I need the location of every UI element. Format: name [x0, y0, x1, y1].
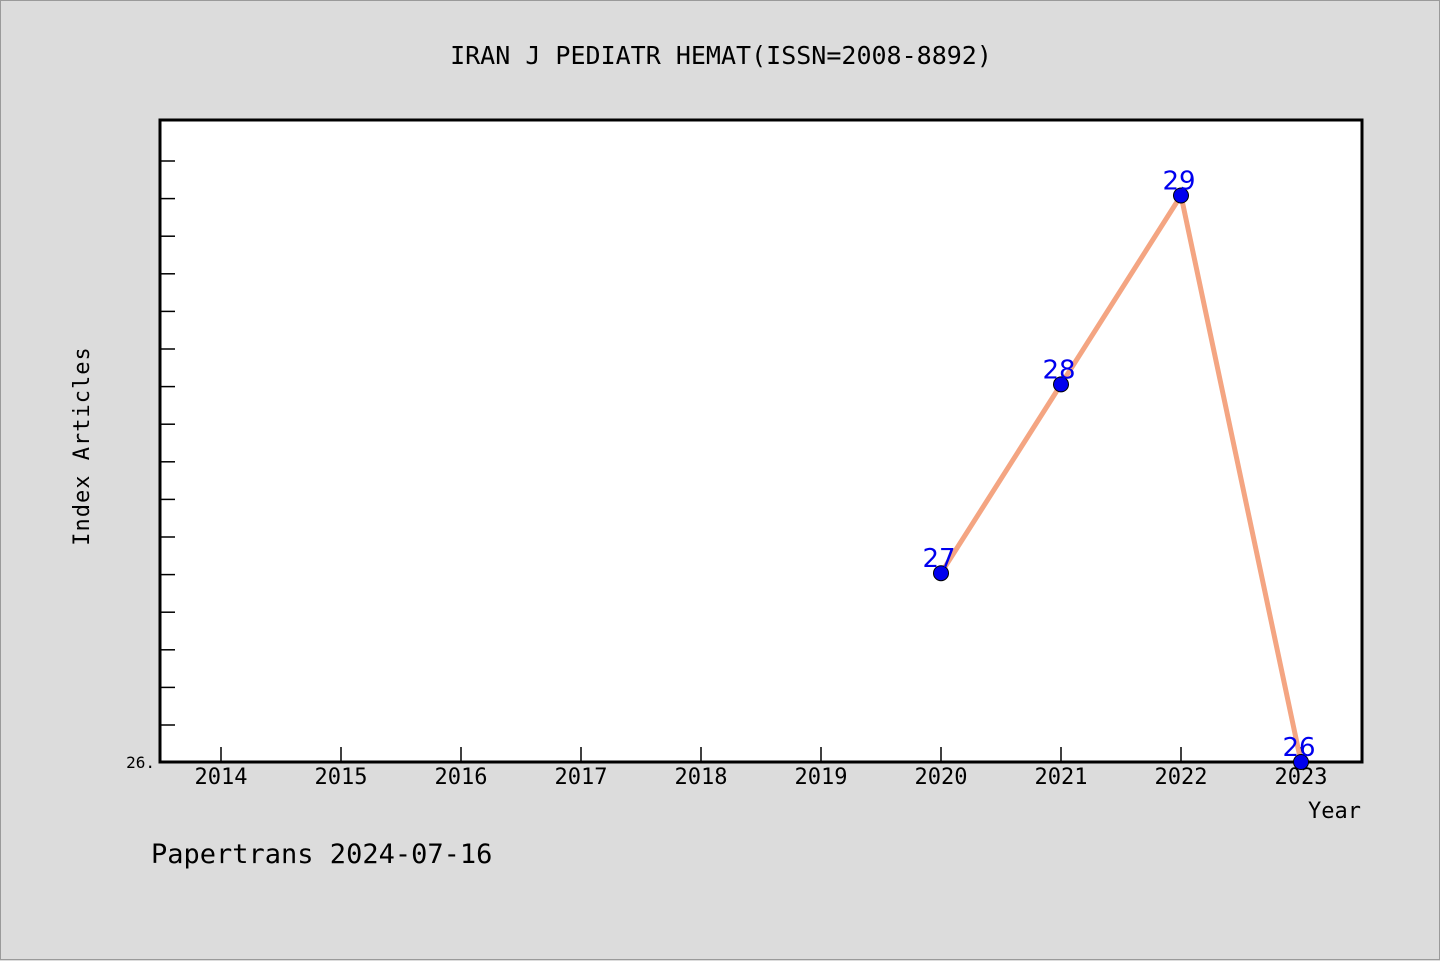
data-label: 27 [922, 544, 955, 574]
data-label: 29 [1162, 167, 1195, 197]
y-axis-ticks [160, 160, 175, 726]
x-axis-tick-label: 2014 [195, 765, 248, 790]
data-point [1293, 754, 1309, 770]
y-axis-label: Index Articles [70, 346, 95, 545]
x-axis-tick-label: 2021 [1035, 765, 1088, 790]
footer-credit: Papertrans 2024-07-16 [151, 839, 492, 870]
x-axis-tick-label: 2022 [1155, 765, 1208, 790]
y-axis-tick-label: 26. [126, 753, 155, 772]
x-axis-ticks [220, 747, 1302, 762]
x-axis-tick-labels: 2014 2015 2016 2017 2018 2019 2020 2021 2022 2023 [195, 765, 1328, 790]
data-point [1173, 187, 1189, 204]
x-axis-label: Year [1308, 799, 1361, 824]
series-group: 27 28 29 26 [922, 167, 1316, 770]
series-line [938, 193, 1304, 763]
data-label: 28 [1042, 355, 1075, 385]
data-point [1053, 376, 1069, 393]
x-axis-tick-label: 2018 [675, 765, 728, 790]
x-axis-tick-label: 2020 [915, 765, 968, 790]
plot-area [158, 118, 1364, 764]
x-axis-tick-label: 2019 [795, 765, 848, 790]
chart-title: IRAN J PEDIATR HEMAT(ISSN=2008-8892) [450, 41, 992, 70]
x-axis-tick-label: 2015 [315, 765, 368, 790]
x-axis-tick-label: 2017 [555, 765, 608, 790]
x-axis-tick-label: 2016 [435, 765, 488, 790]
data-label: 26 [1282, 733, 1315, 763]
data-point [933, 565, 949, 582]
